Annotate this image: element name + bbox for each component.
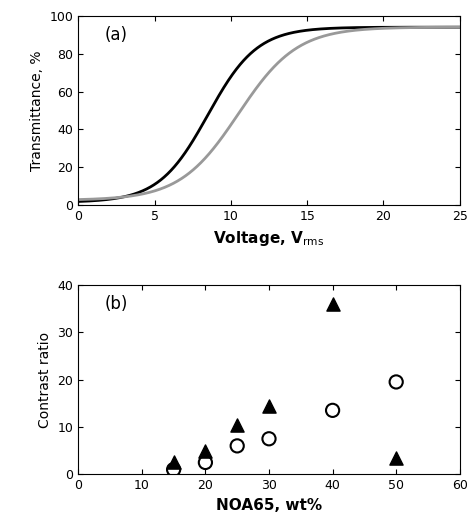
- Point: [265, 435, 273, 443]
- Point: [329, 406, 337, 415]
- Y-axis label: Transmittance, %: Transmittance, %: [30, 50, 44, 171]
- Point: [233, 421, 241, 429]
- X-axis label: NOA65, wt%: NOA65, wt%: [216, 497, 322, 513]
- Point: [392, 454, 400, 462]
- Text: (b): (b): [105, 296, 128, 314]
- Point: [265, 402, 273, 410]
- Text: (a): (a): [105, 26, 128, 44]
- Point: [201, 458, 209, 467]
- X-axis label: Voltage, V$_\mathrm{rms}$: Voltage, V$_\mathrm{rms}$: [213, 229, 325, 248]
- Point: [201, 446, 209, 455]
- Point: [329, 299, 337, 308]
- Y-axis label: Contrast ratio: Contrast ratio: [38, 331, 52, 427]
- Point: [233, 442, 241, 450]
- Point: [392, 378, 400, 386]
- Point: [170, 465, 177, 474]
- Point: [170, 458, 177, 467]
